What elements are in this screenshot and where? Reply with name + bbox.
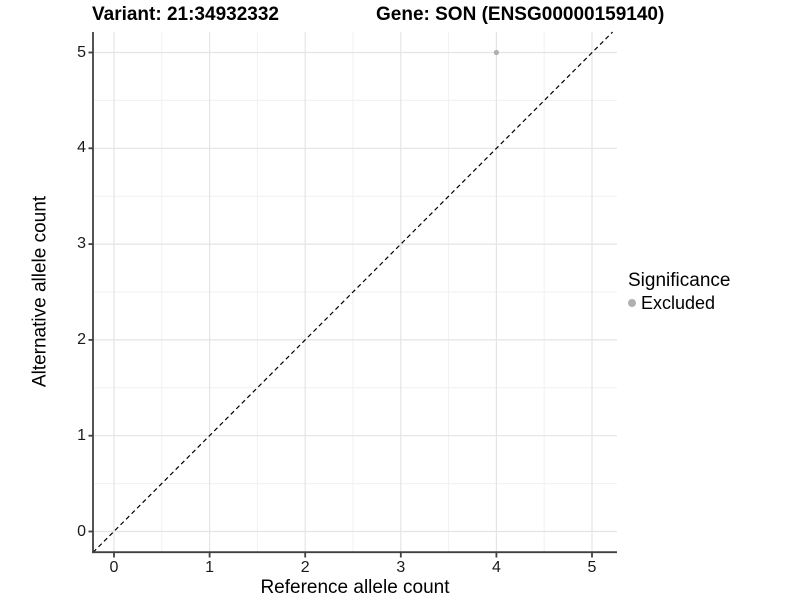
x-tick-5: 5	[587, 559, 597, 576]
x-tick-0: 0	[109, 559, 119, 576]
identity-line	[92, 31, 614, 553]
legend-title: Significance	[628, 270, 731, 291]
legend-item-excluded: Excluded	[628, 293, 730, 313]
legend-item-label: Excluded	[641, 293, 716, 313]
y-tick-5: 5	[77, 43, 86, 61]
x-tick-1: 1	[205, 559, 215, 576]
grid-major	[93, 32, 617, 552]
y-axis-title: Alternative allele count	[29, 195, 51, 388]
x-axis-title: Reference allele count	[260, 577, 450, 598]
y-tick-2: 2	[77, 330, 86, 348]
plot-title-variant: Variant: 21:34932332	[92, 4, 279, 25]
y-tick-3: 3	[77, 235, 86, 253]
scatter-point	[493, 49, 499, 56]
x-tick-4: 4	[491, 559, 501, 576]
excluded-point-icon	[628, 299, 636, 307]
legend: Significance Excluded	[628, 270, 730, 313]
x-tick-3: 3	[396, 559, 406, 576]
y-tick-0: 0	[77, 522, 86, 540]
y-tick-4: 4	[77, 139, 86, 157]
axis-lines	[92, 32, 617, 554]
data-points	[493, 49, 499, 56]
x-tick-2: 2	[300, 559, 310, 576]
plot-title-gene: Gene: SON (ENSG00000159140)	[376, 4, 665, 25]
axis-ticks	[88, 51, 593, 558]
y-tick-1: 1	[77, 426, 86, 444]
grid-minor	[93, 32, 617, 552]
